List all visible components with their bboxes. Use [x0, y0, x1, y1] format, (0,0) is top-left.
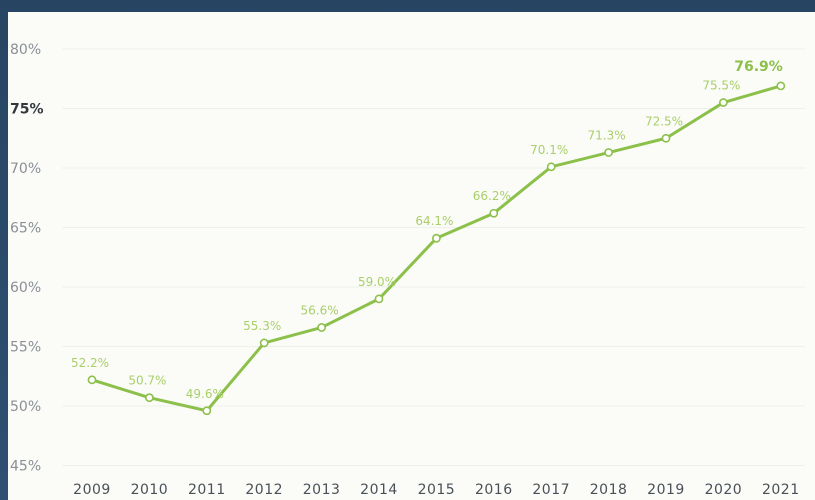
data-label: 59.0%: [358, 275, 396, 289]
series-line: [90, 84, 783, 413]
x-tick-label: 2021: [762, 482, 800, 498]
data-label: 66.2%: [473, 189, 511, 203]
data-point: [719, 98, 728, 107]
x-tick-label: 2018: [590, 482, 628, 498]
y-tick-label: 65%: [10, 221, 41, 237]
chart-panel: 45% 50% 55% 60% 65% 70% 75% 80% 2009 2010 2011 2012…: [8, 12, 815, 500]
data-point: [431, 233, 441, 243]
data-point: [202, 406, 212, 416]
data-point: [776, 81, 786, 91]
data-label: 72.5%: [645, 114, 683, 128]
x-tick-label: 2012: [245, 482, 283, 498]
data-label: 55.3%: [243, 319, 281, 333]
data-point: [317, 323, 326, 332]
x-tick-label: 2010: [131, 482, 169, 498]
data-label: 70.1%: [530, 143, 568, 157]
x-tick-label: 2020: [705, 482, 743, 498]
y-tick-label: 60%: [10, 280, 41, 296]
data-point: [144, 393, 154, 403]
y-tick-label: 75%: [10, 102, 44, 118]
x-tick-label: 2017: [532, 482, 570, 498]
y-tick-label: 80%: [10, 42, 41, 58]
data-point: [546, 162, 556, 172]
data-label: 71.3%: [588, 129, 626, 143]
y-tick-label: 55%: [10, 340, 41, 356]
data-label: 56.6%: [301, 303, 339, 317]
data-label: 76.9%: [734, 59, 783, 75]
x-tick-label: 2013: [303, 482, 341, 498]
y-tick-label: 50%: [10, 399, 41, 415]
data-point: [604, 148, 613, 157]
x-tick-label: 2019: [647, 482, 685, 498]
y-tick-label: 45%: [10, 459, 41, 475]
data-point: [259, 338, 269, 348]
x-tick-label: 2016: [475, 482, 513, 498]
line-chart: 45% 50% 55% 60% 65% 70% 75% 80% 2009 2010 2011 2012…: [10, 42, 805, 498]
data-label: 49.6%: [186, 387, 224, 401]
data-label: 52.2%: [71, 356, 109, 370]
data-label: 50.7%: [128, 374, 166, 388]
x-tick-label: 2011: [188, 482, 226, 498]
x-tick-label: 2009: [73, 482, 111, 498]
data-point: [374, 294, 384, 304]
x-tick-label: 2014: [360, 482, 398, 498]
x-tick-label: 2015: [418, 482, 456, 498]
data-label: 64.1%: [415, 214, 453, 228]
data-point: [489, 208, 499, 218]
data-label: 75.5%: [702, 79, 740, 93]
data-point: [661, 133, 671, 143]
y-tick-label: 70%: [10, 161, 41, 177]
data-point: [87, 375, 97, 385]
